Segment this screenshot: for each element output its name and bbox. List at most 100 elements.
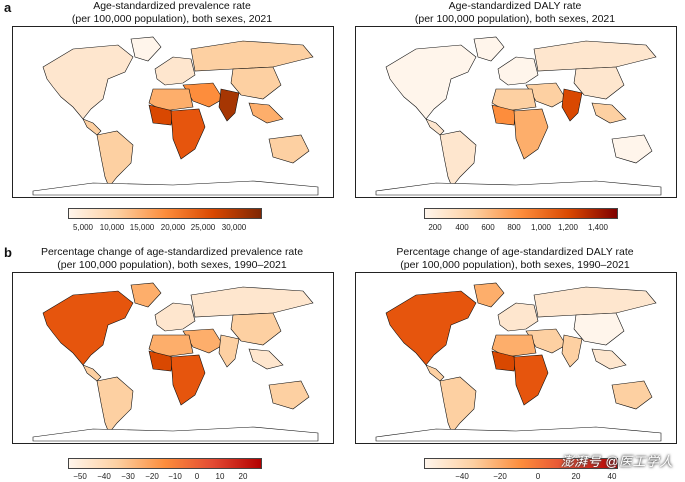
colorbar-tick: 800 <box>507 223 521 232</box>
colorbar-tick: 10 <box>215 472 225 481</box>
region-greenland <box>130 36 162 62</box>
region-sub-saharan-africa <box>513 354 549 406</box>
region-north-america <box>385 290 477 366</box>
title-line-2: (per 100,000 population), both sexes, 19… <box>400 259 630 271</box>
world-map-prevalence-change <box>12 272 334 444</box>
colorbar-tick: 30,000 <box>221 223 247 232</box>
title-line-1: Age-standardized DALY rate <box>448 0 582 12</box>
colorbar-tick: 1,400 <box>587 223 609 232</box>
colorbar-tick: 1,200 <box>557 223 579 232</box>
colorbar-tick: 20 <box>571 472 581 481</box>
region-north-africa <box>491 334 537 358</box>
colorbar-gradient <box>68 458 262 469</box>
colorbar-tick: 0 <box>194 472 200 481</box>
region-russia <box>190 40 314 72</box>
region-russia <box>533 40 657 72</box>
region-se-asia <box>248 102 284 124</box>
world-map-daly-change <box>355 272 677 444</box>
region-west-africa <box>148 104 174 126</box>
world-map-daly-2021 <box>355 26 677 198</box>
region-se-asia <box>248 348 284 370</box>
colorbar-tick: −50 <box>73 472 87 481</box>
region-europe <box>497 56 539 86</box>
region-china <box>230 312 282 346</box>
region-russia <box>190 286 314 318</box>
region-antarctica <box>32 180 319 196</box>
region-india <box>218 334 240 368</box>
map-title-daly-2021: Age-standardized DALY rate (per 100,000 … <box>355 0 675 26</box>
title-line-1: Percentage change of age-standardized DA… <box>396 246 634 258</box>
region-china <box>573 66 625 100</box>
watermark-text: 澎湃号 @医工学人 <box>560 454 673 469</box>
title-line-2: (per 100,000 population), both sexes, 20… <box>71 13 273 25</box>
title-line-1: Percentage change of age-standardized pr… <box>40 246 304 258</box>
colorbar-tick: 1,000 <box>530 223 552 232</box>
colorbar-tick: 600 <box>481 223 495 232</box>
colorbar-tick: −10 <box>168 472 182 481</box>
world-map-prevalence-2021 <box>12 26 334 198</box>
colorbar-tick: 0 <box>535 472 541 481</box>
panel-label-a: a <box>4 0 12 15</box>
region-west-africa <box>491 350 517 372</box>
colorbar-gradient <box>68 208 262 219</box>
region-russia <box>533 286 657 318</box>
region-north-america <box>42 290 134 366</box>
region-australia <box>268 134 310 164</box>
region-central-america <box>425 364 445 382</box>
region-antarctica <box>375 180 662 196</box>
colorbar-tick: −40 <box>455 472 469 481</box>
world-map-svg <box>32 36 319 196</box>
region-europe <box>154 56 196 86</box>
map-title-prevalence-change: Percentage change of age-standardized pr… <box>2 246 342 272</box>
region-north-america <box>385 44 477 120</box>
region-sub-saharan-africa <box>170 354 206 406</box>
region-west-africa <box>491 104 517 126</box>
colorbar-tick: 5,000 <box>72 223 94 232</box>
region-india <box>561 88 583 122</box>
region-china <box>230 66 282 100</box>
title-line-1: Age-standardized prevalence rate <box>93 0 251 12</box>
region-north-africa <box>148 334 194 358</box>
region-se-asia <box>591 102 627 124</box>
region-europe <box>497 302 539 332</box>
colorbar-tick: 10,000 <box>99 223 125 232</box>
region-antarctica <box>375 426 662 442</box>
colorbar-tick: 200 <box>428 223 442 232</box>
region-central-america <box>82 118 102 136</box>
region-australia <box>268 380 310 410</box>
panel-label-b: b <box>4 245 12 260</box>
world-map-svg <box>375 36 662 196</box>
region-south-america <box>96 376 134 434</box>
title-line-2: (per 100,000 population), both sexes, 20… <box>414 13 616 25</box>
colorbar-tick: −20 <box>493 472 507 481</box>
region-antarctica <box>32 426 319 442</box>
region-greenland <box>130 282 162 308</box>
region-australia <box>611 380 653 410</box>
region-south-america <box>439 130 477 188</box>
region-australia <box>611 134 653 164</box>
region-west-africa <box>148 350 174 372</box>
region-central-america <box>82 364 102 382</box>
region-south-america <box>439 376 477 434</box>
world-map-svg <box>32 282 319 442</box>
region-se-asia <box>591 348 627 370</box>
colorbar-tick: 15,000 <box>129 223 155 232</box>
colorbar-tick: −20 <box>145 472 159 481</box>
colorbar-tick: 20,000 <box>160 223 186 232</box>
region-south-america <box>96 130 134 188</box>
region-india <box>218 88 240 122</box>
region-sub-saharan-africa <box>170 108 206 160</box>
map-title-prevalence-2021: Age-standardized prevalence rate (per 10… <box>12 0 332 26</box>
region-north-africa <box>148 88 194 112</box>
region-europe <box>154 302 196 332</box>
colorbar-gradient <box>424 458 618 469</box>
colorbar-tick: 400 <box>455 223 469 232</box>
region-greenland <box>473 36 505 62</box>
region-india <box>561 334 583 368</box>
world-map-svg <box>375 282 662 442</box>
colorbar-tick: −30 <box>121 472 135 481</box>
colorbar-gradient <box>424 208 618 219</box>
region-china <box>573 312 625 346</box>
region-north-africa <box>491 88 537 112</box>
region-north-america <box>42 44 134 120</box>
